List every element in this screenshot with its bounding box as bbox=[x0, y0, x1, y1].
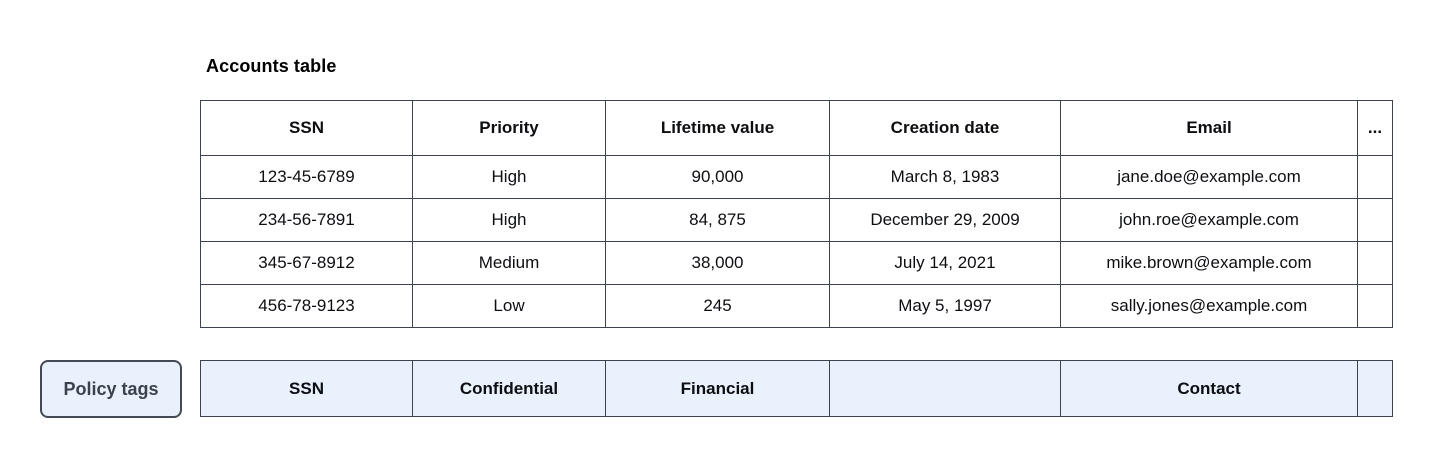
table-row: 123-45-6789 High 90,000 March 8, 1983 ja… bbox=[200, 155, 1393, 199]
cell-priority: Low bbox=[412, 284, 606, 328]
accounts-table: SSN Priority Lifetime value Creation dat… bbox=[200, 100, 1393, 328]
cell-lifetime-value: 84, 875 bbox=[605, 198, 830, 242]
cell-more bbox=[1357, 155, 1393, 199]
column-header-lifetime-value: Lifetime value bbox=[605, 100, 830, 156]
cell-ssn: 456-78-9123 bbox=[200, 284, 413, 328]
policy-tag-confidential: Confidential bbox=[412, 360, 606, 417]
column-header-email: Email bbox=[1060, 100, 1358, 156]
policy-tags-button[interactable]: Policy tags bbox=[40, 360, 182, 418]
cell-more bbox=[1357, 284, 1393, 328]
cell-more bbox=[1357, 198, 1393, 242]
table-row: 456-78-9123 Low 245 May 5, 1997 sally.jo… bbox=[200, 284, 1393, 328]
cell-more bbox=[1357, 241, 1393, 285]
table-row: 345-67-8912 Medium 38,000 July 14, 2021 … bbox=[200, 241, 1393, 285]
policy-tag-empty bbox=[1357, 360, 1393, 417]
policy-tags-row: SSN Confidential Financial Contact bbox=[200, 360, 1393, 417]
cell-email: john.roe@example.com bbox=[1060, 198, 1358, 242]
cell-creation-date: July 14, 2021 bbox=[829, 241, 1061, 285]
cell-creation-date: May 5, 1997 bbox=[829, 284, 1061, 328]
cell-email: jane.doe@example.com bbox=[1060, 155, 1358, 199]
cell-email: mike.brown@example.com bbox=[1060, 241, 1358, 285]
table-title: Accounts table bbox=[206, 56, 337, 76]
header-row: SSN Priority Lifetime value Creation dat… bbox=[200, 100, 1393, 156]
cell-creation-date: December 29, 2009 bbox=[829, 198, 1061, 242]
cell-ssn: 234-56-7891 bbox=[200, 198, 413, 242]
cell-email: sally.jones@example.com bbox=[1060, 284, 1358, 328]
cell-ssn: 345-67-8912 bbox=[200, 241, 413, 285]
table-row: 234-56-7891 High 84, 875 December 29, 20… bbox=[200, 198, 1393, 242]
column-header-priority: Priority bbox=[412, 100, 606, 156]
cell-ssn: 123-45-6789 bbox=[200, 155, 413, 199]
cell-priority: High bbox=[412, 155, 606, 199]
policy-tag-cells: SSN Confidential Financial Contact bbox=[200, 360, 1393, 417]
column-header-creation-date: Creation date bbox=[829, 100, 1061, 156]
policy-tag-empty bbox=[829, 360, 1061, 417]
column-header-more: ... bbox=[1357, 100, 1393, 156]
policy-tag-ssn: SSN bbox=[200, 360, 413, 417]
cell-creation-date: March 8, 1983 bbox=[829, 155, 1061, 199]
column-header-ssn: SSN bbox=[200, 100, 413, 156]
cell-priority: High bbox=[412, 198, 606, 242]
cell-lifetime-value: 90,000 bbox=[605, 155, 830, 199]
policy-tag-contact: Contact bbox=[1060, 360, 1358, 417]
policy-tag-financial: Financial bbox=[605, 360, 830, 417]
cell-priority: Medium bbox=[412, 241, 606, 285]
cell-lifetime-value: 38,000 bbox=[605, 241, 830, 285]
cell-lifetime-value: 245 bbox=[605, 284, 830, 328]
